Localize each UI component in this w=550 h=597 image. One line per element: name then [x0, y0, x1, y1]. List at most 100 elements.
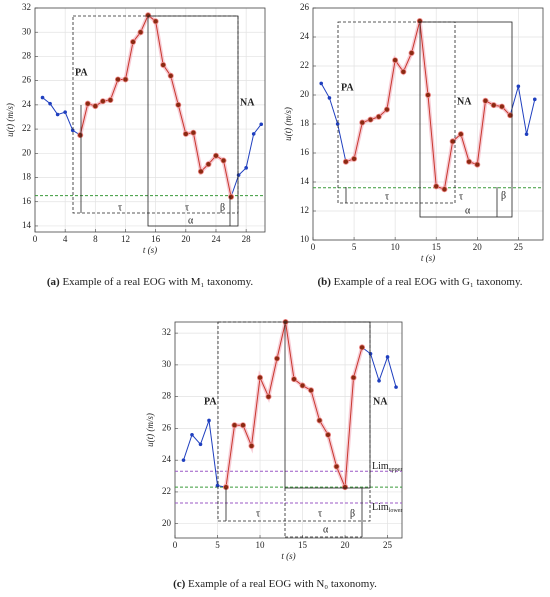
data-point	[130, 38, 137, 45]
annotation: α	[188, 215, 194, 226]
data-point	[490, 102, 497, 109]
data-point	[299, 382, 306, 389]
data-point	[114, 76, 121, 83]
annotation-boxes-a	[72, 15, 239, 227]
x-tick-label: 10	[256, 540, 266, 550]
y-tick-label: 32	[162, 327, 171, 337]
data-point	[40, 95, 45, 100]
data-point	[265, 393, 272, 400]
series-line	[320, 83, 536, 162]
y-axis-label: u(t) (m/s)	[145, 413, 155, 447]
data-point	[63, 110, 67, 114]
x-tick-label: 20	[473, 242, 483, 252]
data-point	[482, 97, 489, 104]
annotation: PA	[204, 396, 217, 407]
x-axis-label: t (s)	[143, 245, 157, 255]
data-point	[205, 161, 212, 168]
annotation: α	[465, 205, 471, 216]
y-tick-label: 22	[22, 123, 31, 133]
limit-text: Lim	[372, 461, 389, 472]
y-tick-label: 18	[300, 118, 310, 128]
data-point	[466, 158, 473, 165]
data-point	[498, 103, 505, 110]
caption-text: Example of a real EOG with G₁ taxonomy.	[334, 276, 523, 288]
data-point	[441, 186, 448, 193]
y-tick-label: 16	[300, 147, 310, 157]
x-tick-label: 5	[215, 540, 220, 550]
caption-text: Example of a real EOG with M₁ taxonomy.	[62, 276, 253, 288]
x-tick-label: 16	[151, 234, 161, 244]
annotation-boxes-b	[337, 21, 513, 218]
data-point	[325, 431, 332, 438]
x-tick-label: 28	[242, 234, 252, 244]
data-point	[137, 29, 144, 36]
data-point	[424, 92, 431, 99]
data-point	[335, 122, 340, 126]
caption: (b) Example of a real EOG with G₁ taxono…	[317, 276, 522, 288]
annotation: α	[323, 524, 329, 535]
data-point	[359, 119, 366, 126]
annotation: τ	[318, 508, 322, 519]
caption-label: (c)	[173, 578, 186, 590]
data-point	[152, 18, 159, 25]
y-tick-label: 26	[300, 2, 310, 12]
x-tick-label: 24	[211, 234, 221, 244]
x-tick-label: 5	[352, 242, 357, 252]
y-tick-label: 12	[300, 205, 309, 215]
y-tick-label: 30	[162, 359, 172, 369]
data-point	[457, 131, 464, 138]
x-tick-label: 0	[33, 234, 38, 244]
data-point	[400, 68, 407, 75]
data-point	[385, 355, 390, 359]
x-tick-label: 0	[173, 540, 178, 550]
chart: 0 5 10 15 20 25 10 12 14 16 18 20 22 24 26 t (s) u(t) (m…	[283, 2, 544, 263]
chart: 0 4 8 12 16 20 24 28 14 16 18 20 22 24 26 28 30 32 t (s) u(…	[5, 2, 266, 255]
peak-box	[147, 15, 239, 227]
data-point	[122, 76, 129, 83]
data-point	[394, 385, 398, 389]
data-point	[77, 132, 84, 139]
data-point	[181, 458, 186, 462]
annotation: τ	[118, 202, 122, 213]
annotation: PA	[341, 82, 354, 93]
x-tick-label: 20	[341, 540, 351, 550]
limit-label: Limupper	[372, 461, 402, 473]
data-point	[160, 61, 167, 68]
data-point	[316, 417, 323, 424]
annotation: τ	[185, 202, 189, 213]
x-tick-label: 12	[121, 234, 130, 244]
data-point	[327, 96, 332, 100]
plot-frame	[34, 7, 266, 233]
limit-sub: lower	[389, 508, 403, 514]
y-tick-label: 22	[162, 486, 171, 496]
y-tick-label: 32	[22, 2, 31, 12]
annotation: τ	[459, 191, 463, 202]
data-point	[92, 103, 99, 110]
data-point	[197, 168, 204, 175]
x-axis-label: t (s)	[421, 253, 435, 263]
y-tick-label: 26	[22, 75, 32, 85]
data-point	[215, 483, 220, 488]
y-tick-label: 18	[22, 172, 32, 182]
data-point	[342, 158, 349, 165]
plot-area	[175, 322, 402, 538]
caption-label: (b)	[317, 276, 331, 288]
y-tick-label: 24	[22, 99, 32, 109]
data-point	[342, 484, 349, 491]
caption-label: (a)	[47, 276, 60, 288]
data-point	[231, 422, 238, 429]
data-point	[449, 138, 456, 145]
x-tick-label: 10	[391, 242, 401, 252]
x-tick-label: 20	[181, 234, 191, 244]
y-tick-label: 24	[300, 31, 310, 41]
peak-box	[284, 321, 371, 489]
data-point	[55, 112, 60, 117]
data-point	[319, 81, 324, 86]
y-tick-label: 14	[300, 176, 310, 186]
y-tick-label: 24	[162, 454, 172, 464]
data-point	[182, 130, 189, 137]
annotation: NA	[457, 96, 472, 107]
data-point	[350, 374, 357, 381]
annotation-boxes-c	[217, 321, 371, 538]
data-point	[392, 57, 399, 64]
